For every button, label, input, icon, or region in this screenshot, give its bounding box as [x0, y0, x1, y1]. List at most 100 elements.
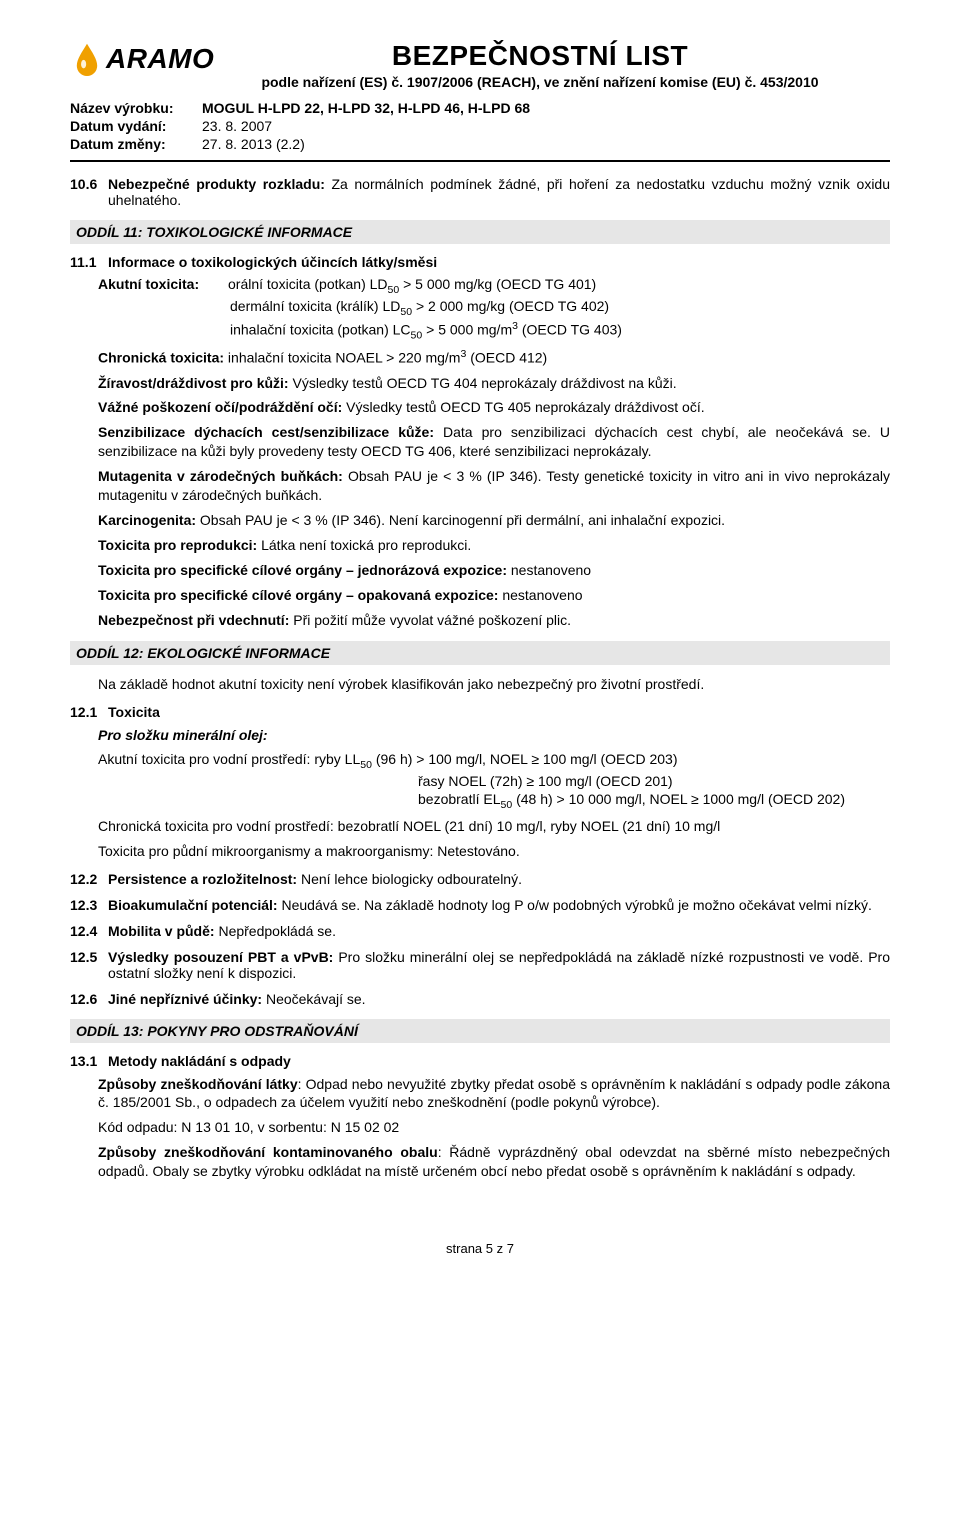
item-12-6-body: Jiné nepříznivé účinky: Neočekávají se.: [108, 991, 890, 1007]
meta-changed-value: 27. 8. 2013 (2.2): [202, 136, 305, 152]
acute-toxicity-block: Akutní toxicita: orální toxicita (potkan…: [70, 276, 890, 341]
aq-l1-tail: (96 h) > 100 mg/l, NOEL ≥ 100 mg/l (OECD…: [372, 751, 678, 767]
carc-lead: Karcinogenita:: [98, 512, 196, 528]
chronic-aquatic: Chronická toxicita pro vodní prostředí: …: [98, 817, 890, 836]
mutagenicity: Mutagenita v zárodečných buňkách: Obsah …: [98, 467, 890, 505]
item-11-1-title: Informace o toxikologických účincích lát…: [108, 254, 437, 270]
item-13-1-title: Metody nakládání s odpady: [108, 1053, 291, 1069]
mut-lead: Mutagenita v zárodečných buňkách:: [98, 468, 343, 484]
component-lead: Pro složku minerální olej:: [98, 727, 268, 743]
acute-v2: dermální toxicita (králík) LD50 > 2 000 …: [230, 298, 890, 318]
meta-issued-label: Datum vydání:: [70, 118, 202, 134]
acute-toxicity-label: Akutní toxicita:: [98, 276, 228, 296]
item-12-6-lead: Jiné nepříznivé účinky:: [108, 991, 262, 1007]
stot-s-lead: Toxicita pro specifické cílové orgány – …: [98, 562, 507, 578]
aq-l3-tail: (48 h) > 10 000 mg/l, NOEL ≥ 1000 mg/l (…: [512, 791, 845, 807]
skin-text: Výsledky testů OECD TG 404 neprokázaly d…: [289, 375, 677, 391]
item-12-5-num: 12.5: [70, 949, 108, 981]
aq-line-2: řasy NOEL (72h) ≥ 100 mg/l (OECD 201): [418, 773, 890, 789]
document-subtitle: podle nařízení (ES) č. 1907/2006 (REACH)…: [190, 74, 890, 90]
acute-v3-pre: inhalační toxicita (potkan) LC: [230, 321, 411, 337]
meta-product-label: Název výrobku:: [70, 100, 202, 116]
aquatic-toxicity-block: Akutní toxicita pro vodní prostředí: ryb…: [98, 751, 890, 811]
item-12-3-num: 12.3: [70, 897, 108, 913]
item-12-4-text: Nepředpokládá se.: [215, 923, 336, 939]
item-12-3-lead: Bioakumulační potenciál:: [108, 897, 278, 913]
item-10-6-lead: Nebezpečné produkty rozkladu:: [108, 176, 325, 192]
acute-v2-pre: dermální toxicita (králík) LD: [230, 298, 400, 314]
section-13-heading: ODDÍL 13: POKYNY PRO ODSTRAŇOVÁNÍ: [70, 1019, 890, 1043]
page: ARAMO BEZPEČNOSTNÍ LIST podle nařízení (…: [0, 0, 960, 1286]
aspiration: Nebezpečnost při vdechnutí: Při požití m…: [98, 611, 890, 630]
repro-text: Látka není toxická pro reprodukci.: [257, 537, 471, 553]
item-13-1-body: Metody nakládání s odpady: [108, 1053, 890, 1069]
stot-s-text: nestanoveno: [507, 562, 591, 578]
item-11-1-body: Informace o toxikologických účincích lát…: [108, 254, 890, 270]
acute-toxicity-v1: orální toxicita (potkan) LD50 > 5 000 mg…: [228, 276, 596, 296]
item-13-1: 13.1 Metody nakládání s odpady: [70, 1053, 890, 1069]
item-12-4-body: Mobilita v půdě: Nepředpokládá se.: [108, 923, 890, 939]
mineral-oil-component: Pro složku minerální olej:: [98, 726, 890, 745]
item-12-4-lead: Mobilita v půdě:: [108, 923, 215, 939]
eye-damage: Vážné poškození očí/podráždění očí: Výsl…: [98, 398, 890, 417]
item-12-5: 12.5 Výsledky posouzení PBT a vPvB: Pro …: [70, 949, 890, 981]
item-12-2-text: Není lehce biologicky odbouratelný.: [297, 871, 522, 887]
document-header: ARAMO BEZPEČNOSTNÍ LIST podle nařízení (…: [70, 40, 890, 162]
sensitisation: Senzibilizace dýchacích cest/senzibiliza…: [98, 423, 890, 461]
item-12-1-title: Toxicita: [108, 704, 160, 720]
item-12-2-body: Persistence a rozložitelnost: Není lehce…: [108, 871, 890, 887]
item-12-4: 12.4 Mobilita v půdě: Nepředpokládá se.: [70, 923, 890, 939]
acute-toxicity-values: dermální toxicita (králík) LD 50 > 2 000 …: [230, 298, 890, 341]
item-10-6: 10.6 Nebezpečné produkty rozkladu: Za no…: [70, 176, 890, 208]
pack-lead: Způsoby zneškodňování kontaminovaného ob…: [98, 1144, 438, 1160]
repro-toxicity: Toxicita pro reprodukci: Látka není toxi…: [98, 536, 890, 555]
chronic-lead: Chronická toxicita:: [98, 350, 224, 366]
meta-issued-value: 23. 8. 2007: [202, 118, 272, 134]
meta-issued: Datum vydání: 23. 8. 2007: [70, 118, 890, 134]
item-12-6-num: 12.6: [70, 991, 108, 1007]
chronic-tail: (OECD 412): [466, 350, 547, 366]
carcinogenicity: Karcinogenita: Obsah PAU je < 3 % (IP 34…: [98, 511, 890, 530]
aq-line-1: Akutní toxicita pro vodní prostředí: ryb…: [98, 751, 890, 771]
paramo-droplet-icon: [70, 42, 104, 76]
disp-lead: Způsoby zneškodňování látky: [98, 1076, 298, 1092]
skin-corrosion: Žíravost/dráždivost pro kůži: Výsledky t…: [98, 374, 890, 393]
item-12-3: 12.3 Bioakumulační potenciál: Neudává se…: [70, 897, 890, 913]
title-block: BEZPEČNOSTNÍ LIST podle nařízení (ES) č.…: [190, 40, 890, 90]
stot-r-text: nestanoveno: [498, 587, 582, 603]
asp-lead: Nebezpečnost při vdechnutí:: [98, 612, 289, 628]
stot-r-lead: Toxicita pro specifické cílové orgány – …: [98, 587, 498, 603]
skin-lead: Žíravost/dráždivost pro kůži:: [98, 375, 289, 391]
chronic-text: inhalační toxicita NOAEL > 220 mg/m: [224, 350, 460, 366]
repro-lead: Toxicita pro reprodukci:: [98, 537, 257, 553]
acute-v3-mid: > 5 000 mg/m: [422, 321, 512, 337]
item-11-1-num: 11.1: [70, 254, 108, 270]
acute-v1-tail: > 5 000 mg/kg (OECD TG 401): [399, 276, 596, 292]
soil-toxicity: Toxicita pro půdní mikroorganismy a makr…: [98, 842, 890, 861]
document-title: BEZPEČNOSTNÍ LIST: [190, 40, 890, 72]
logo-row: ARAMO BEZPEČNOSTNÍ LIST podle nařízení (…: [70, 40, 890, 90]
aq-l1-sub: 50: [360, 759, 372, 771]
item-10-6-body: Nebezpečné produkty rozkladu: Za normáln…: [108, 176, 890, 208]
document-meta: Název výrobku: MOGUL H-LPD 22, H-LPD 32,…: [70, 100, 890, 162]
item-12-6: 12.6 Jiné nepříznivé účinky: Neočekávají…: [70, 991, 890, 1007]
item-12-2-num: 12.2: [70, 871, 108, 887]
aq-l1-pre: Akutní toxicita pro vodní prostředí: ryb…: [98, 751, 360, 767]
eye-lead: Vážné poškození očí/podráždění očí:: [98, 399, 342, 415]
waste-code: Kód odpadu: N 13 01 10, v sorbentu: N 15…: [98, 1118, 890, 1137]
sec12-intro: Na základě hodnot akutní toxicity není v…: [98, 675, 890, 694]
disposal-method: Způsoby zneškodňování látky: Odpad nebo …: [98, 1075, 890, 1113]
aq-l3-sub: 50: [501, 799, 513, 811]
meta-product: Název výrobku: MOGUL H-LPD 22, H-LPD 32,…: [70, 100, 890, 116]
item-12-3-text: Neudává se. Na základě hodnoty log P o/w…: [278, 897, 872, 913]
item-12-1-body: Toxicita: [108, 704, 890, 720]
acute-v2-tail: > 2 000 mg/kg (OECD TG 402): [412, 298, 609, 314]
section-12-heading: ODDÍL 12: EKOLOGICKÉ INFORMACE: [70, 641, 890, 665]
acute-v3: inhalační toxicita (potkan) LC50 > 5 000…: [230, 320, 890, 341]
acute-v3-sub: 50: [411, 329, 423, 341]
item-12-3-body: Bioakumulační potenciál: Neudává se. Na …: [108, 897, 890, 913]
item-10-6-num: 10.6: [70, 176, 108, 208]
item-12-2: 12.2 Persistence a rozložitelnost: Není …: [70, 871, 890, 887]
acute-v1-sub: 50: [388, 284, 400, 296]
meta-changed: Datum změny: 27. 8. 2013 (2.2): [70, 136, 890, 152]
